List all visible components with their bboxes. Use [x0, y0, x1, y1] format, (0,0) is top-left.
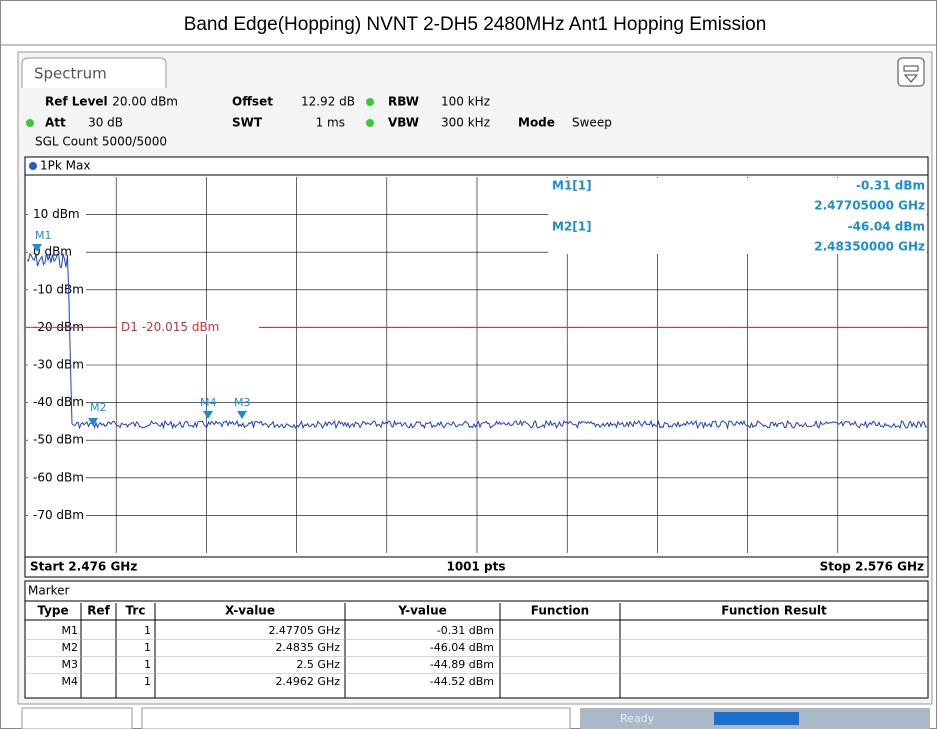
marker-y: -46.04 dBm: [848, 220, 925, 234]
setting-value: 100 kHz: [441, 95, 490, 109]
column-header: Function: [531, 604, 589, 618]
setting-value: 300 kHz: [441, 116, 490, 130]
label-bg: [28, 470, 86, 485]
table-cell: 2.47705 GHz: [268, 624, 340, 637]
label-bg: [28, 358, 86, 372]
y-label: -30 dBm: [33, 358, 84, 372]
progress: [714, 712, 799, 725]
label-bg: [28, 282, 86, 297]
setting-label: Offset: [232, 95, 273, 109]
setting-value: Sweep: [572, 116, 612, 130]
label-bg: [28, 508, 86, 523]
table-cell: 1: [144, 658, 151, 671]
setting-value: 30 dB: [88, 116, 123, 130]
table-cell: M4: [62, 675, 79, 688]
table-cell: -0.31 dBm: [437, 624, 494, 637]
y-label: -10 dBm: [33, 282, 84, 296]
label-bg: [28, 433, 86, 448]
indicator: [366, 119, 374, 127]
setting-label: Mode: [518, 116, 555, 130]
setting-label: Att: [45, 116, 66, 130]
label-bg: [28, 245, 86, 260]
setting-value: 12.92 dB: [301, 95, 355, 109]
marker-y: -0.31 dBm: [856, 179, 925, 193]
marker-triangle: [88, 418, 98, 426]
progress-bar: [714, 712, 799, 725]
marker-label: M4: [200, 396, 217, 409]
table-cell: 1: [144, 624, 151, 637]
table-cell: 2.4835 GHz: [275, 641, 340, 654]
menu-icon: [903, 65, 919, 83]
setting-label: SWT: [232, 116, 263, 130]
marker-label: M1: [35, 229, 52, 242]
y-label: 10 dBm: [33, 207, 80, 221]
marker-triangle: [203, 411, 213, 419]
marker-label: M3: [234, 396, 251, 409]
column-header: Y-value: [397, 604, 447, 618]
y-label: -70 dBm: [33, 508, 84, 522]
setting-label: Ref Level: [45, 95, 108, 109]
marker-info-box: [548, 178, 927, 254]
column-header: Function Result: [721, 604, 827, 618]
column-header: Type: [37, 604, 68, 618]
indicator: [26, 119, 34, 127]
tab-label[interactable]: Spectrum: [34, 65, 107, 83]
column-header: Trc: [126, 604, 146, 618]
menu-button[interactable]: [897, 57, 925, 87]
marker-x: 2.47705000 GHz: [814, 199, 925, 213]
y-label: -60 dBm: [33, 470, 84, 484]
trace-label: 1Pk Max: [40, 159, 90, 173]
marker-name: M2[1]: [552, 220, 592, 234]
setting-label: VBW: [388, 116, 419, 130]
y-label: -50 dBm: [33, 433, 84, 447]
column-header: X-value: [225, 604, 275, 618]
trace-indicator: [29, 162, 37, 170]
setting-value: 1 ms: [316, 116, 345, 130]
table-cell: M1: [62, 624, 79, 637]
table-cell: 2.5 GHz: [296, 658, 340, 671]
setting-value: 20.00 dBm: [112, 95, 178, 109]
start: Start 2.476 GHz: [30, 560, 137, 574]
setting-label: RBW: [388, 95, 419, 109]
table-title: Marker: [28, 584, 70, 598]
label-bg: [117, 320, 259, 335]
count: SGL Count 5000/5000: [35, 135, 167, 149]
trace: [26, 251, 928, 430]
column-header: Ref: [87, 604, 110, 618]
marker-triangle: [32, 244, 42, 252]
stop: Stop 2.576 GHz: [820, 560, 924, 574]
table-cell: -46.04 dBm: [430, 641, 494, 654]
marker-label: M2: [90, 401, 107, 414]
table-cell: -44.52 dBm: [430, 675, 494, 688]
title: Band Edge(Hopping) NVNT 2-DH5 2480MHz An…: [184, 14, 767, 35]
table-cell: 1: [144, 675, 151, 688]
points: 1001 pts: [446, 560, 505, 574]
y-label: -40 dBm: [33, 395, 84, 409]
marker-name: M1[1]: [552, 179, 592, 193]
table-cell: M3: [62, 658, 79, 671]
display-line-label: D1 -20.015 dBm: [121, 320, 219, 334]
indicator: [366, 98, 374, 106]
table-cell: -44.89 dBm: [430, 658, 494, 671]
tab-shape[interactable]: [21, 57, 167, 88]
marker-x: 2.48350000 GHz: [814, 240, 925, 254]
table-cell: M2: [62, 641, 79, 654]
table-cell: 1: [144, 641, 151, 654]
status-field: [141, 707, 571, 729]
table-cell: 2.4962 GHz: [275, 675, 340, 688]
label-bg: [28, 207, 86, 222]
marker-triangle: [237, 411, 247, 419]
y-label: 0 dBm: [33, 245, 72, 259]
status-text: Ready: [620, 712, 655, 725]
status-field: [21, 707, 133, 729]
